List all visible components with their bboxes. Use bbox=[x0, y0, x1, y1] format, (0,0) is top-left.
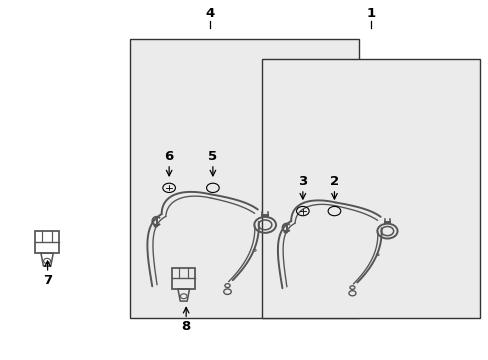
Bar bbox=[261, 59, 479, 318]
Text: 5: 5 bbox=[208, 150, 217, 163]
Bar bbox=[172, 268, 195, 289]
Text: 2: 2 bbox=[329, 175, 338, 188]
Text: 8: 8 bbox=[181, 320, 190, 333]
Bar bbox=[130, 39, 358, 318]
Bar bbox=[35, 231, 59, 253]
Text: 3: 3 bbox=[298, 175, 307, 188]
Text: 1: 1 bbox=[366, 8, 375, 21]
Text: 7: 7 bbox=[43, 274, 52, 287]
Text: 6: 6 bbox=[164, 150, 173, 163]
Text: 4: 4 bbox=[205, 8, 215, 21]
